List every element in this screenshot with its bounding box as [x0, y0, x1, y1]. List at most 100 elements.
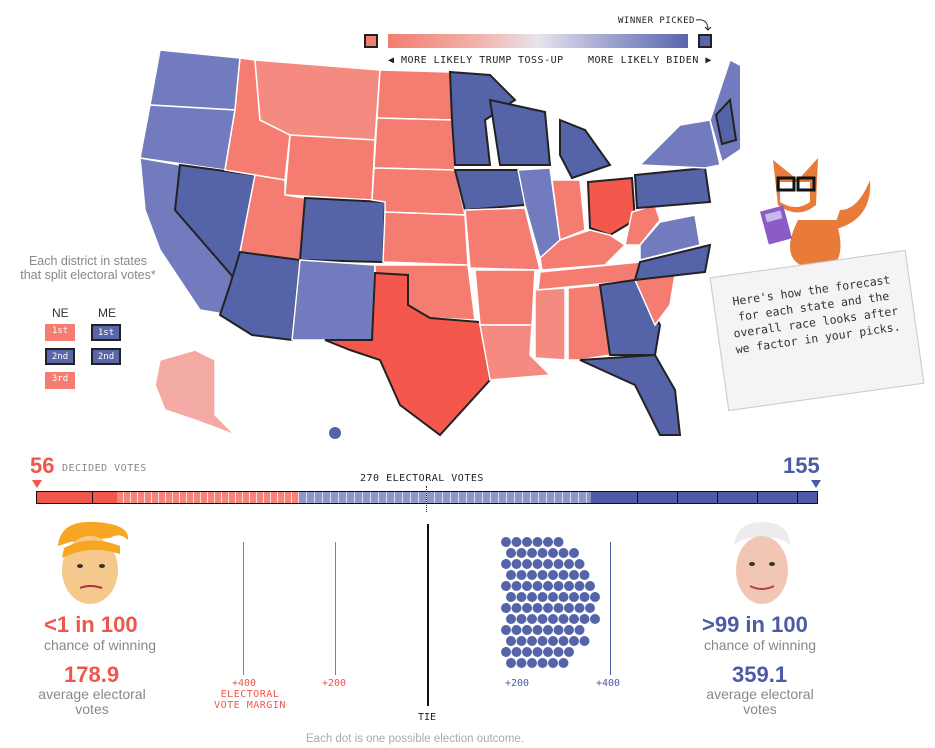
outcome-dots: [501, 537, 600, 668]
state-mississippi[interactable]: [534, 287, 566, 361]
tossup-segment: [299, 492, 591, 503]
outcome-dot: [585, 603, 595, 613]
outcome-dot: [516, 592, 527, 602]
outcome-dot: [522, 559, 532, 569]
state-alabama[interactable]: [567, 284, 611, 361]
trump-face-icon: [58, 521, 129, 604]
state-kansas[interactable]: [382, 211, 469, 266]
biden-avg-ev: 359.1: [732, 662, 788, 687]
state-pennsylvania[interactable]: [633, 166, 712, 210]
outcome-dot: [527, 658, 537, 668]
me-district-2[interactable]: 2nd: [91, 348, 121, 365]
outcome-dot: [506, 658, 516, 668]
outcome-dot: [564, 647, 574, 657]
biden-avg-label: average electoral votes: [706, 686, 814, 717]
outcome-dot: [532, 647, 543, 657]
ne-district-1[interactable]: 1st: [45, 324, 75, 341]
ne-district-3[interactable]: 3rd: [45, 372, 75, 389]
outcome-dot: [569, 570, 579, 580]
trump-400-label: +400: [232, 678, 257, 689]
state-kentucky[interactable]: [539, 229, 627, 271]
outcome-dot: [543, 559, 553, 569]
outcome-dot: [569, 592, 579, 602]
ne-label: NE: [52, 306, 69, 320]
outcome-dot: [511, 625, 522, 635]
state-nebraska[interactable]: [371, 167, 466, 216]
electoral-vote-bar: [36, 491, 818, 504]
state-florida[interactable]: [579, 353, 682, 436]
outcome-dot: [564, 625, 574, 635]
outcome-dot: [511, 559, 522, 569]
outcome-dot: [558, 636, 569, 646]
outcome-dot: [537, 658, 548, 668]
trump-leaning-segment: [117, 492, 299, 503]
outcome-dot: [548, 658, 558, 668]
outcome-dot: [579, 614, 590, 624]
state-wyoming[interactable]: [284, 134, 376, 201]
curved-arrow-icon: [695, 19, 712, 31]
outcome-dot: [579, 570, 590, 580]
trump-avg-ev: 178.9: [64, 662, 120, 687]
state-louisiana[interactable]: [479, 324, 552, 381]
outcome-dot: [501, 581, 511, 591]
state-minnesota[interactable]: [448, 70, 517, 166]
outcome-dot: [522, 603, 532, 613]
state-north-carolina[interactable]: [633, 243, 712, 282]
biden-picked-swatch: [698, 34, 712, 48]
outcome-dot: [511, 581, 522, 591]
state-missouri[interactable]: [464, 207, 541, 271]
outcome-dot: [543, 537, 553, 547]
outcome-dot: [543, 647, 553, 657]
outcome-dot: [548, 548, 558, 558]
outcome-dot: [558, 614, 569, 624]
outcome-dot: [516, 614, 527, 624]
state-iowa[interactable]: [453, 169, 527, 212]
outcome-dot: [564, 603, 574, 613]
state-new-mexico[interactable]: [291, 259, 376, 341]
state-washington[interactable]: [149, 49, 241, 111]
state-wisconsin[interactable]: [488, 98, 552, 166]
outcome-dot: [564, 581, 574, 591]
biden-decided-segment: [591, 492, 817, 503]
outcome-dot: [537, 636, 548, 646]
biden-face-icon: [734, 522, 790, 604]
state-indiana[interactable]: [551, 179, 586, 242]
trump-odds-label: chance of winning: [43, 637, 157, 653]
trump-decided-votes: 56: [30, 453, 55, 478]
margin-label: ELECTORAL VOTE MARGIN: [214, 689, 286, 711]
trump-400-line: [243, 542, 244, 675]
state-alaska[interactable]: [154, 349, 236, 436]
outcome-dot: [527, 614, 537, 624]
outcome-dot: [543, 603, 553, 613]
outcome-dot: [537, 548, 548, 558]
fox-mascot-icon: [760, 158, 871, 274]
outcome-dot: [527, 636, 537, 646]
outcome-dot: [558, 592, 569, 602]
state-virginia[interactable]: [639, 214, 701, 261]
outcome-dot: [569, 548, 579, 558]
state-texas[interactable]: [324, 271, 492, 437]
outcome-dot: [527, 570, 537, 580]
state-south-dakota[interactable]: [373, 117, 456, 171]
outcome-dot: [585, 581, 595, 591]
state-arkansas[interactable]: [474, 269, 536, 326]
outcome-dot: [590, 592, 600, 602]
state-new-york[interactable]: [638, 119, 721, 169]
state-michigan[interactable]: [559, 118, 612, 180]
me-district-1[interactable]: 1st: [91, 324, 121, 341]
outcome-dot: [522, 537, 532, 547]
state-ohio[interactable]: [586, 176, 637, 237]
outcome-dot: [516, 548, 527, 558]
state-colorado[interactable]: [298, 196, 387, 264]
district-note: Each district in states that split elect…: [20, 254, 156, 282]
state-new-hampshire[interactable]: [714, 97, 738, 146]
biden-decided-votes: 155: [783, 453, 820, 478]
state-north-dakota[interactable]: [376, 69, 453, 121]
outcome-dot: [506, 636, 516, 646]
ne-district-2[interactable]: 2nd: [45, 348, 75, 365]
outcome-dot: [501, 537, 511, 547]
outcome-dot: [574, 625, 585, 635]
outcome-dot: [553, 559, 564, 569]
outcome-dot: [527, 548, 537, 558]
state-hawaii[interactable]: [329, 427, 341, 439]
